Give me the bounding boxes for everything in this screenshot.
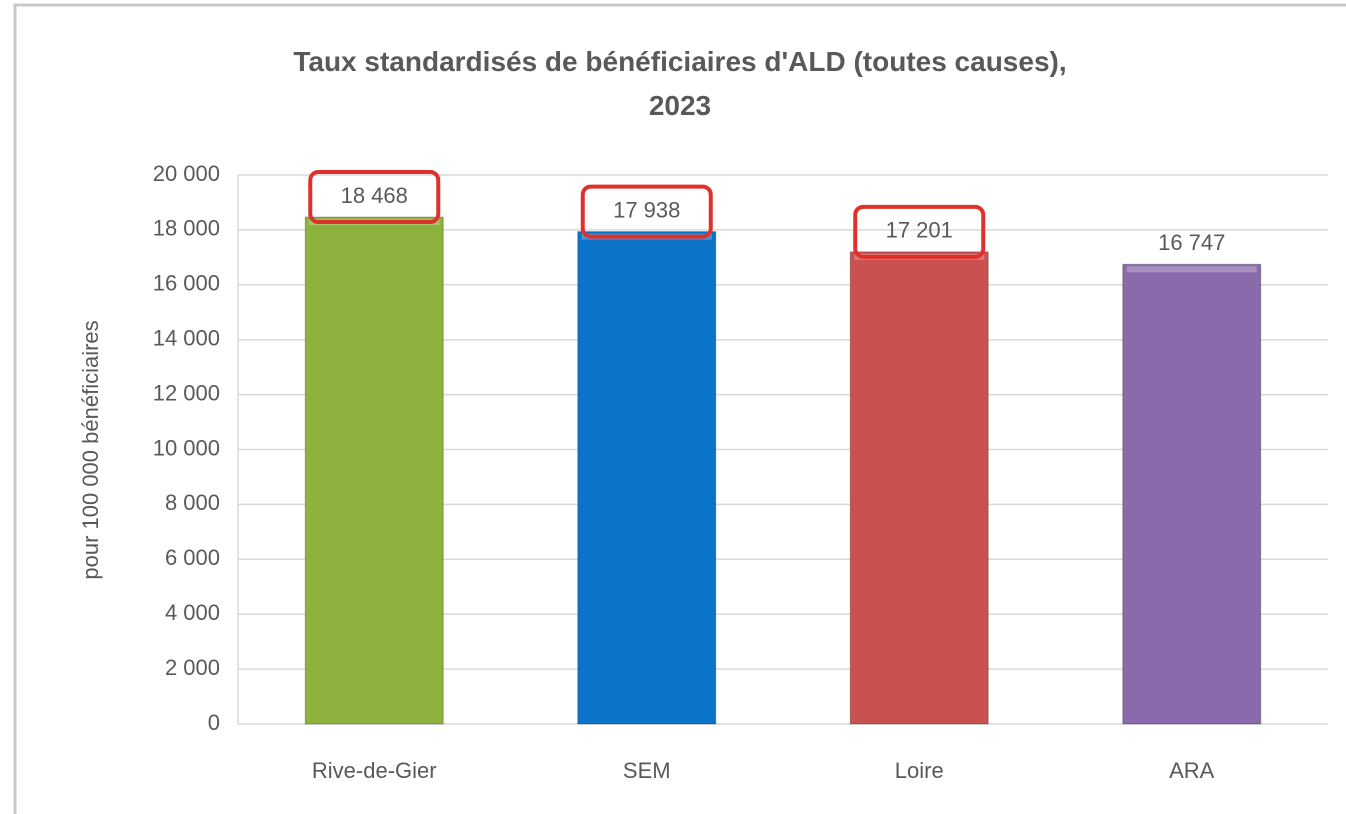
chart-title: Taux standardisés de bénéficiaires d'ALD…: [293, 46, 1067, 121]
highlight-box: [580, 184, 713, 239]
y-tick-label: 12 000: [153, 380, 220, 405]
y-tick-label: 18 000: [153, 216, 220, 241]
highlight-box: [308, 170, 441, 225]
y-tick-label: 10 000: [153, 435, 220, 460]
y-axis-label: pour 100 000 bénéficiaires: [78, 320, 103, 579]
bar: [577, 231, 717, 725]
bar-shine: [1126, 266, 1257, 273]
y-tick-label: 8 000: [165, 490, 220, 515]
y-tick-label: 2 000: [165, 655, 220, 680]
bar: [849, 251, 989, 725]
bar: [1122, 263, 1262, 725]
highlight-box: [853, 204, 986, 259]
y-tick-label: 14 000: [153, 326, 220, 351]
x-tick-label: Loire: [895, 758, 944, 783]
x-tick-label: ARA: [1169, 758, 1215, 783]
x-tick-label: Rive-de-Gier: [312, 758, 437, 783]
x-tick-label: SEM: [623, 758, 671, 783]
chart-frame: [13, 3, 1346, 814]
value-label: 18 468: [341, 183, 408, 208]
y-tick-label: 20 000: [153, 161, 220, 186]
y-tick-label: 16 000: [153, 271, 220, 296]
value-label: 16 747: [1158, 230, 1225, 255]
bar: [304, 216, 444, 725]
y-tick-label: 0: [208, 710, 220, 735]
y-tick-label: 4 000: [165, 600, 220, 625]
value-label: 17 938: [613, 197, 680, 222]
y-tick-label: 6 000: [165, 545, 220, 570]
value-label: 17 201: [886, 218, 953, 243]
